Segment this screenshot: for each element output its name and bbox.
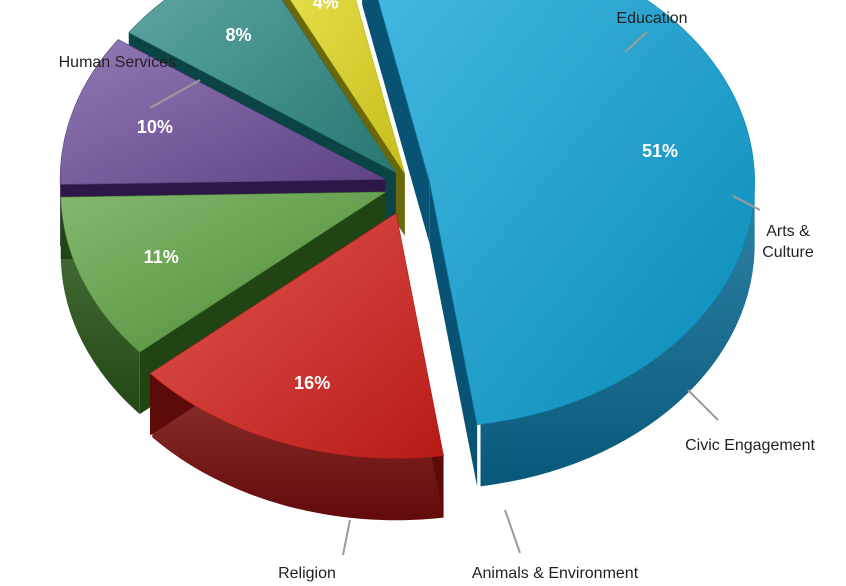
value-label-human-services: 51% xyxy=(642,141,678,161)
leader-line-religion xyxy=(342,519,351,556)
slice-side-human-services xyxy=(480,178,755,487)
leader-lines xyxy=(149,31,761,556)
category-label-human-services: Human Services xyxy=(59,54,176,71)
slice-religion xyxy=(290,0,406,174)
category-label-education: Education xyxy=(616,10,687,27)
category-label-civic-engagement: Civic Engagement xyxy=(685,437,815,454)
slice-side-education xyxy=(152,375,444,521)
slice-cut-human-services-1 xyxy=(429,182,478,487)
leader-line-education xyxy=(624,31,648,53)
value-label-civic-engagement: 10% xyxy=(137,117,173,137)
slice-animals-environment xyxy=(128,0,397,174)
category-label-arts-culture: Arts & Culture xyxy=(762,223,814,261)
leader-line-civic-engagement xyxy=(687,389,719,421)
value-label-education: 16% xyxy=(294,373,330,393)
value-label-religion: 4% xyxy=(313,0,339,12)
slice-civic-engagement xyxy=(59,39,386,185)
slice-side-arts-culture xyxy=(60,199,140,415)
leader-line-human-services xyxy=(149,79,201,109)
slice-tops xyxy=(59,0,755,459)
slice-arts-culture xyxy=(60,191,387,353)
leader-line-animals-environment xyxy=(504,509,521,554)
category-label-religion: Religion xyxy=(278,565,336,582)
value-label-animals-environment: 8% xyxy=(225,25,251,45)
labels: 51% 16% 11% 10% 8% 4% Human Services Education A… xyxy=(59,0,816,582)
slice-cut-human-services-0 xyxy=(362,0,430,245)
slice-human-services xyxy=(377,0,755,426)
leader-line-arts-culture xyxy=(732,195,761,211)
slice-education xyxy=(149,212,444,459)
value-label-arts-culture: 11% xyxy=(144,247,179,267)
category-label-animals-environment: Animals & Environment xyxy=(472,565,639,582)
